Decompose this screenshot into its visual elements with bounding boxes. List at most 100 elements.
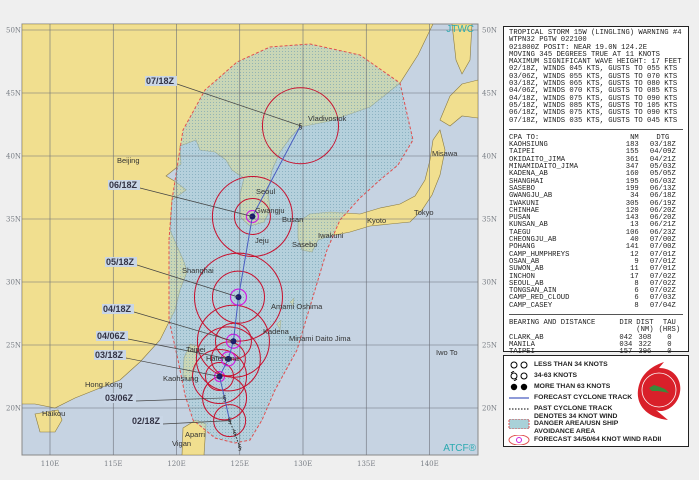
cpa-dtg: 07/01Z (649, 250, 676, 259)
cpa-location: INCHON (509, 272, 535, 281)
city-label: Kyoto (367, 216, 386, 225)
lon-tick-label: 120E (167, 460, 185, 468)
wind-radius-34kt (261, 87, 339, 165)
city-label: Beijing (117, 156, 140, 165)
cpa-dtg: 03/18Z (649, 141, 676, 150)
atcf-brand: ATCF® (443, 443, 476, 454)
cpa-distance: 143 (625, 214, 639, 223)
cpa-location: CAMP_RED_CLOUD (509, 294, 570, 303)
cpa-distance: 183 (625, 141, 639, 150)
warning-line: TROPICAL STORM 15W (LINGLING) WARNING #4 (509, 29, 682, 37)
forecast-time-label: 07/18Z (146, 76, 175, 86)
cpa-distance: 155 (625, 148, 639, 157)
legend-label: DENOTES 34 KNOT WIND DANGER AREA/USN SHI… (534, 413, 619, 435)
cpa-dtg: 05/03Z (649, 163, 676, 172)
label-leader-line (125, 357, 220, 377)
cpa-row: POHANG 141 07/00Z (509, 243, 683, 252)
city-label: Hateruma (206, 354, 240, 363)
cpa-row: CHEONGJU_AB 40 07/00Z (509, 236, 683, 245)
cpa-dtg: 04/21Z (649, 155, 676, 164)
cpa-dtg: 06/18Z (649, 192, 676, 201)
cpa-location: TONGSAN_AIN (509, 287, 557, 296)
cpa-dtg: 05/05Z (649, 170, 676, 179)
cpa-dtg: 07/04Z (649, 301, 676, 310)
time-label-bg (131, 416, 163, 426)
legend-item: DENOTES 34 KNOT WIND DANGER AREA/USN SHI… (508, 413, 684, 435)
bearing-header-dir: DIR (619, 318, 633, 327)
cpa-header-dtg: DTG (656, 133, 670, 142)
label-leader-line (136, 264, 239, 298)
wind-radius-50kt (233, 197, 271, 235)
bearing-location: TAIPEI (509, 348, 535, 357)
warning-line: 03/06Z, WINDS 055 KTS, GUSTS TO 070 KTS (509, 72, 678, 81)
cpa-location: CHEONGJU_AB (509, 236, 557, 245)
forecast-time-label: 03/06Z (105, 393, 134, 403)
wind-radius-50kt (205, 362, 235, 391)
cpa-distance: 11 (630, 265, 639, 274)
legend-label: 34-63 KNOTS (534, 371, 578, 379)
bearing-dist: 308 (638, 333, 652, 342)
wind-radius-34kt (195, 326, 261, 392)
cpa-dtg: 07/00Z (649, 236, 676, 245)
lat-tick-label-left: 35N (6, 216, 21, 224)
city-label: Seoul (256, 187, 276, 196)
cpa-distance: 9 (634, 257, 639, 266)
cpa-row: SEOUL_AB 8 07/02Z (509, 279, 683, 288)
city-label: Iwakuni (318, 231, 344, 240)
cpa-distance: 199 (625, 184, 639, 193)
cpa-dtg: 06/23Z (649, 228, 676, 237)
cpa-table: CPA TO: NM DTG KAOHSIUNG 183 03/18Z TAIPEI 1… (509, 133, 683, 310)
danger-area-swatch-icon (508, 419, 530, 429)
bearing-dist: 322 (638, 340, 652, 349)
forecast-time-label: 04/06Z (97, 331, 126, 341)
lat-tick-label-right: 35N (482, 216, 497, 224)
cpa-location: OKIDAITO_JIMA (509, 155, 566, 164)
label-leader-line (135, 397, 225, 402)
forecast-time-label: 04/18Z (103, 304, 132, 314)
cpa-distance: 160 (625, 170, 639, 179)
bearing-location: CLARK_AB (509, 333, 544, 342)
land-hainan (34, 409, 63, 433)
bearing-header-dist: DIST (636, 318, 654, 327)
city-label: Gwangju (255, 206, 285, 215)
cpa-dtg: 04/09Z (649, 148, 676, 157)
warning-line: MAXIMUM SIGNIFICANT WAVE HEIGHT: 17 FEET (509, 58, 682, 67)
bearing-tau: 0 (667, 333, 672, 342)
lat-tick-label-left: 40N (6, 153, 21, 161)
time-label-bg (145, 76, 177, 86)
label-leader-line (139, 187, 253, 217)
lat-tick-label-left: 20N (6, 405, 21, 413)
city-label: Iwo To (436, 348, 458, 357)
cpa-row: CHINHAE 120 06/20Z (509, 206, 683, 215)
warning-line: WTPN32 PGTW 022100 (509, 36, 587, 45)
cpa-location: KAOHSIUNG (509, 141, 548, 150)
cpa-row: KAOHSIUNG 183 03/18Z (509, 141, 683, 150)
city-label: Vigan (172, 439, 191, 448)
tropical-storm-symbol: § (298, 122, 302, 131)
cpa-location: SASEBO (509, 184, 535, 193)
time-label-bg (104, 393, 136, 403)
lat-lon-grid (22, 24, 478, 455)
forecast-time-label: 06/18Z (109, 180, 138, 190)
bearing-dist: 396 (638, 348, 652, 357)
wind-radius-34kt (193, 252, 283, 342)
wind-radius-64kt (229, 288, 248, 306)
legend-panel: LESS THAN 34 KNOTS 34-63 KNOTS MORE THAN 6… (503, 355, 689, 447)
city-label: Haikou (42, 409, 65, 418)
warning-line: 021800Z POSIT: NEAR 19.0N 124.2E (509, 43, 648, 52)
cpa-dtg: 06/20Z (649, 206, 676, 215)
lat-tick-label-right: 20N (482, 405, 497, 413)
time-label-bg (96, 331, 128, 341)
cpa-dtg: 07/02Z (649, 279, 676, 288)
label-leader-line (127, 338, 229, 360)
lon-tick-label: 125E (231, 460, 249, 468)
wind-radius-34kt (211, 175, 293, 257)
cpa-location: SUWON_AB (509, 265, 544, 274)
cpa-location: MINAMIDAITO_JIMA (509, 163, 579, 172)
cpa-location: POHANG (509, 243, 535, 252)
city-label: Aparri (185, 430, 205, 439)
cpa-distance: 12 (630, 250, 639, 259)
cpa-distance: 34 (630, 192, 639, 201)
forecast-track-line (218, 125, 301, 421)
bearing-subheader-dist: (NM) (636, 326, 654, 335)
